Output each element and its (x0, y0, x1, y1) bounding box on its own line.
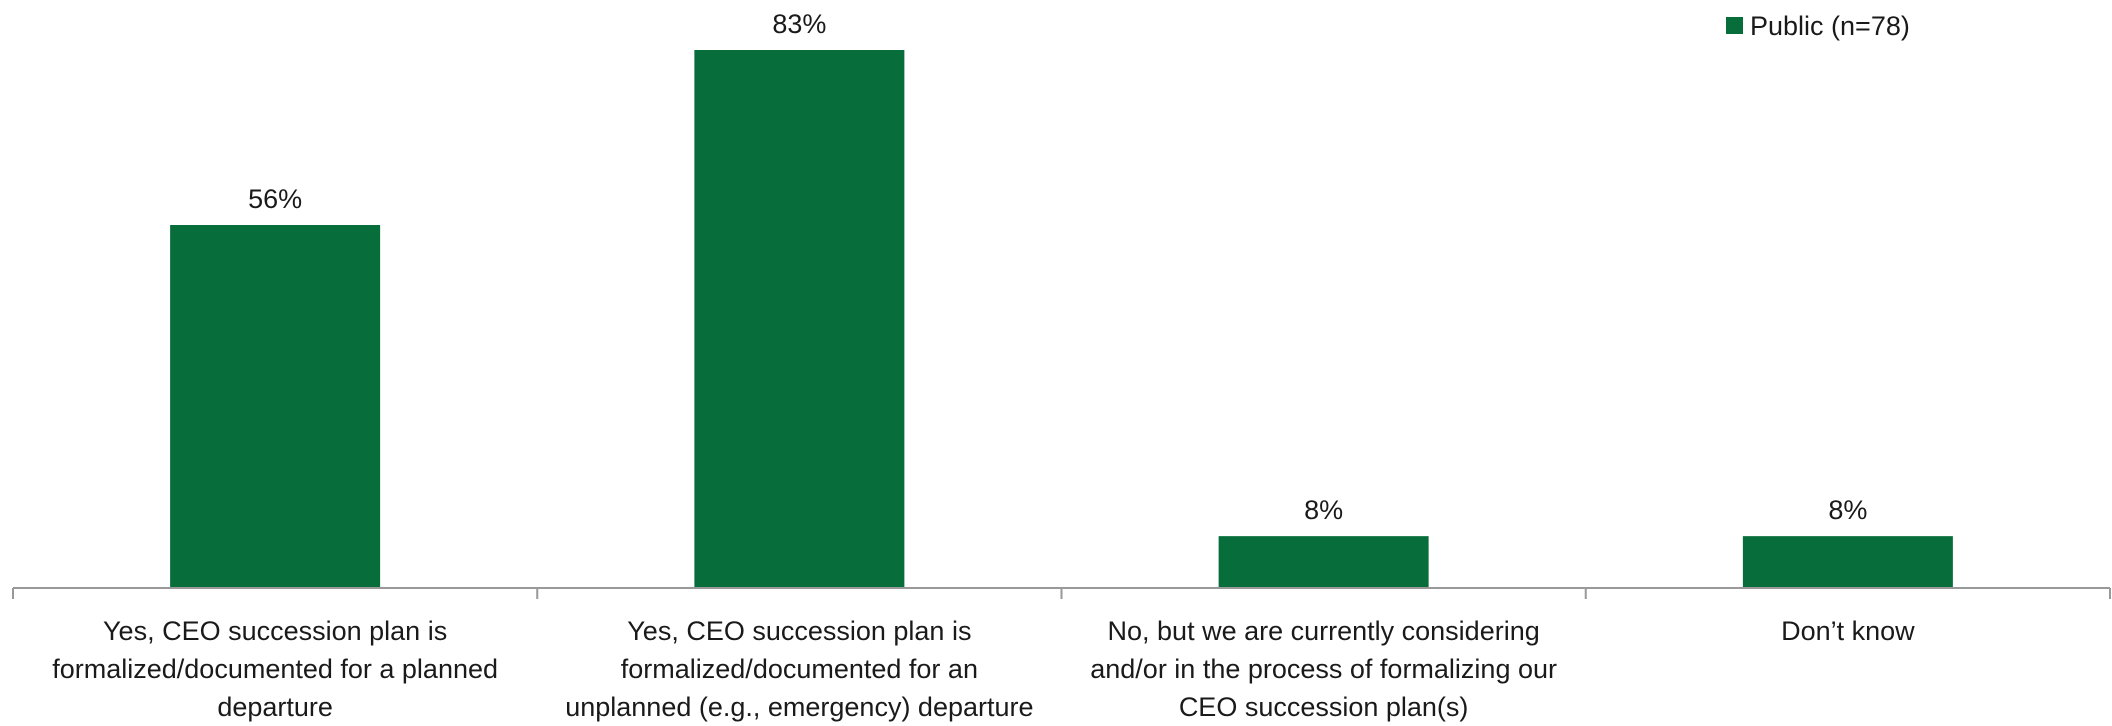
category-label-1: Yes, CEO succession plan is formalized/do… (52, 616, 498, 722)
x-axis (12, 587, 2111, 599)
data-labels-group: 56% 83% 8% 8% (248, 9, 1867, 525)
bar-2 (694, 50, 905, 588)
category-label-3: No, but we are currently considering and/… (1090, 616, 1557, 722)
bar-4 (1742, 536, 1953, 588)
data-label-3: 8% (1304, 495, 1343, 525)
data-label-4: 8% (1828, 495, 1867, 525)
category-labels-group: Yes, CEO succession plan is formalized/do… (52, 616, 1915, 722)
legend-label: Public (n=78) (1750, 11, 1910, 41)
bar-1 (170, 225, 381, 588)
data-label-1: 56% (248, 184, 302, 214)
category-label-4: Don’t know (1781, 616, 1915, 646)
legend-swatch (1726, 17, 1743, 34)
data-label-2: 83% (772, 9, 826, 39)
bars-group (170, 50, 1953, 588)
category-label-2: Yes, CEO succession plan is formalized/do… (565, 616, 1033, 722)
legend: Public (n=78) (1726, 11, 1910, 41)
bar-3 (1218, 536, 1429, 588)
